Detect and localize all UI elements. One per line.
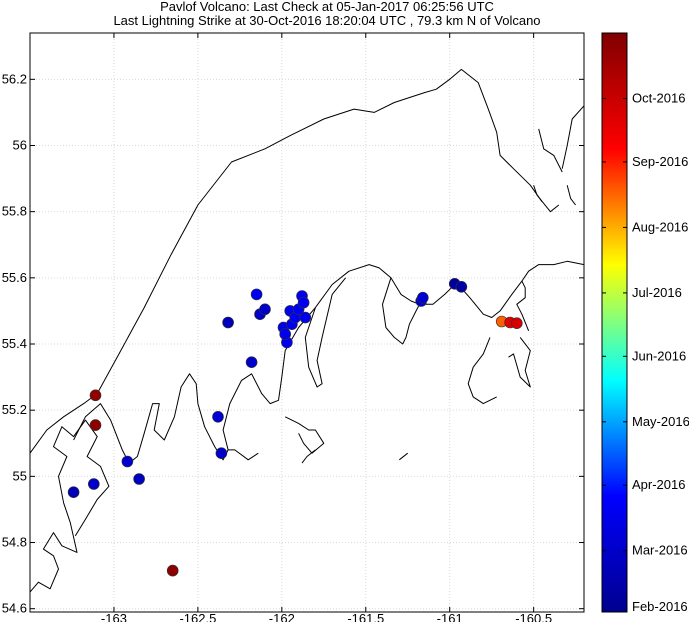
colorbar-tick-label-5: Jul-2016	[632, 285, 682, 300]
y-tick-label-3: 55.2	[2, 402, 27, 417]
strike-point-0	[89, 389, 102, 402]
strike-point-25	[416, 291, 429, 304]
colorbar-tick-label-8: Oct-2016	[632, 91, 685, 106]
strike-point-2	[166, 564, 179, 577]
coastline-segment-4	[382, 277, 420, 345]
coastline-segment-10	[301, 449, 316, 464]
y-tick-label-2: 55	[13, 468, 27, 483]
strike-point-1	[89, 419, 102, 431]
x-axis-ticks: -163 -162.5 -162 -161.5 -161 -160.5	[101, 33, 552, 622]
strike-point-5	[121, 455, 134, 468]
coastline-segment-13	[533, 185, 560, 213]
x-tick-label-0: -163	[101, 611, 127, 622]
y-tick-label-7: 56	[13, 137, 27, 152]
coastline-segment-6	[508, 337, 531, 388]
strike-point-8	[215, 447, 228, 460]
y-axis-ticks: 54.6 54.8 55 55.2 55.4 55.6 55.8 56 56.2	[2, 71, 584, 616]
coastline-segment-2	[73, 260, 585, 464]
colorbar-ticks: Feb-2016 Mar-2016 Apr-2016 May-2016 Jun-2016…	[602, 91, 689, 614]
strike-point-3	[67, 486, 80, 499]
colorbar-tick-label-0: Feb-2016	[632, 599, 688, 614]
coastline-segment-0	[29, 419, 110, 593]
coastline-segment-7	[467, 337, 497, 405]
y-tick-label-6: 55.8	[2, 204, 27, 219]
coastline-segment-3	[304, 277, 346, 388]
y-tick-label-1: 54.8	[2, 535, 27, 550]
chart-title-line-2: Last Lightning Strike at 30-Oct-2016 18:…	[113, 13, 540, 28]
strike-point-27	[455, 280, 468, 293]
strike-point-16	[279, 328, 292, 340]
x-tick-label-2: -162	[269, 611, 295, 622]
strike-point-7	[212, 410, 224, 423]
x-tick-label-1: -162.5	[179, 611, 216, 622]
coastline-segment-5	[516, 280, 530, 331]
chart-title-line-1: Pavlof Volcano: Last Check at 05-Jan-201…	[160, 0, 494, 14]
colorbar-tick-label-7: Sep-2016	[632, 154, 688, 169]
strike-point-4	[88, 478, 100, 490]
colorbar-tick-label-2: Apr-2016	[632, 477, 685, 492]
x-tick-label-4: -161	[437, 611, 463, 622]
colorbar-tick-label-4: Jun-2016	[632, 348, 686, 363]
strike-point-30	[510, 317, 523, 330]
coastline-segment-1	[29, 68, 543, 454]
colorbar-tick-label-3: May-2016	[632, 414, 689, 429]
x-tick-label-3: -161.5	[347, 611, 384, 622]
coastline-segment-9	[228, 449, 259, 461]
strike-point-23	[299, 311, 312, 324]
coastline-segment-14	[561, 105, 585, 169]
coastline-segment-15	[566, 185, 576, 206]
strike-point-9	[222, 316, 234, 329]
y-tick-label-5: 55.6	[2, 270, 27, 285]
x-tick-label-5: -160.5	[515, 611, 552, 622]
coastline-segment-11	[398, 452, 409, 461]
plot-frame	[29, 32, 585, 613]
coastline-segment-12	[538, 128, 563, 173]
strike-point-13	[259, 303, 271, 316]
colorbar	[601, 32, 628, 613]
strike-point-10	[245, 356, 258, 369]
coastline-segment-8	[284, 416, 325, 454]
strike-points	[67, 277, 523, 577]
colorbar-tick-label-6: Aug-2016	[632, 219, 688, 234]
y-tick-label-4: 55.4	[2, 336, 27, 351]
colorbar-tick-label-1: Mar-2016	[632, 543, 688, 558]
y-tick-label-0: 54.6	[2, 601, 27, 616]
coastline	[29, 68, 585, 593]
strike-point-6	[133, 473, 145, 485]
y-tick-label-8: 56.2	[2, 71, 27, 86]
grid-lines	[30, 33, 584, 612]
strike-point-22	[297, 296, 310, 309]
strike-point-11	[250, 288, 263, 301]
